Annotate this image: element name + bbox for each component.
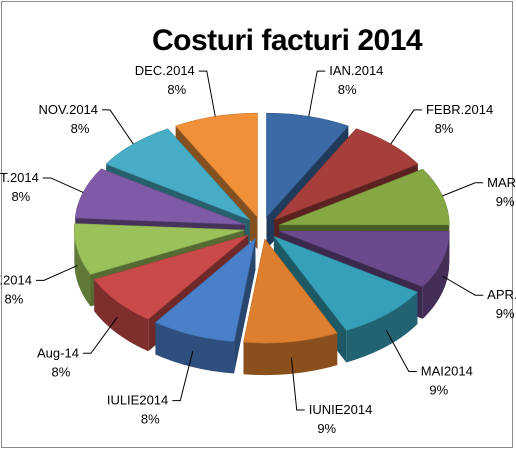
slice-top-iunie2014: [243, 238, 338, 344]
slice-percent: 9%: [317, 421, 336, 436]
slice-label: SEPT.2014: [0, 272, 32, 287]
slice-wall: [94, 279, 149, 352]
slice-top-mart-2014: [279, 168, 450, 226]
slice-wall: [243, 333, 338, 376]
slice-percent: 9%: [496, 306, 515, 321]
leader-line: [35, 265, 78, 281]
slice-top-mai2014: [273, 235, 418, 331]
slice-percent: 9%: [496, 194, 515, 209]
leader-line: [390, 109, 422, 145]
slice-percent: 8%: [71, 121, 90, 136]
slice-label: IUNIE2014: [309, 402, 373, 417]
leader-line: [308, 70, 326, 117]
slice-label: Aug-14: [37, 345, 79, 360]
slice-label: DEC.2014: [135, 63, 195, 78]
pie-slices: [74, 112, 450, 376]
slice-label: IULIE2014: [107, 393, 168, 408]
slice-percent: 9%: [429, 383, 448, 398]
slice-top-iulie2014: [154, 237, 256, 342]
slice-percent: 8%: [5, 291, 24, 306]
slice-wall: [346, 292, 418, 363]
leader-line: [42, 177, 84, 193]
leader-line: [290, 357, 305, 411]
slice-top-apr-2014: [279, 230, 450, 288]
slice-top-nov-2014: [105, 128, 250, 221]
leader-lines: [35, 70, 484, 411]
slice-label: MART.2014: [487, 175, 516, 190]
leader-line: [82, 317, 118, 354]
slice-top-ian-2014: [266, 112, 349, 218]
leader-line: [172, 350, 194, 402]
pie-slice: [154, 237, 256, 374]
leader-line: [442, 275, 484, 296]
slice-label: APR.2014: [487, 287, 516, 302]
slice-top-sept-2014: [74, 223, 245, 275]
slice-labels: IAN.2014 8% FEBR.2014 8% MART.2014 9% APR.2014…: [0, 63, 516, 436]
slice-top-aug-14: [93, 234, 249, 320]
leader-line: [442, 182, 484, 197]
slice-wall: [74, 230, 91, 307]
slice-top-febr-2014: [274, 128, 419, 221]
slice-percent: 8%: [435, 121, 454, 136]
slice-top-dec-2014: [175, 112, 258, 218]
slice-wall: [155, 322, 235, 374]
slice-percent: 8%: [52, 364, 71, 379]
slice-percent: 8%: [141, 412, 160, 427]
slice-label: NOV.2014: [39, 102, 99, 117]
slice-label: FEBR.2014: [426, 102, 493, 117]
slice-label: MAI2014: [421, 364, 473, 379]
slice-percent: 8%: [338, 82, 357, 97]
pie-slice: [243, 238, 338, 376]
slice-percent: 8%: [167, 82, 186, 97]
slice-label: OCT.2014: [0, 170, 39, 185]
leader-line: [385, 330, 417, 373]
leader-line: [102, 109, 134, 145]
chart-title: Costuri facturi 2014: [152, 24, 423, 57]
slice-wall: [422, 231, 450, 319]
slice-percent: 8%: [11, 189, 30, 204]
leader-line: [198, 70, 216, 117]
slice-label: IAN.2014: [329, 63, 383, 78]
